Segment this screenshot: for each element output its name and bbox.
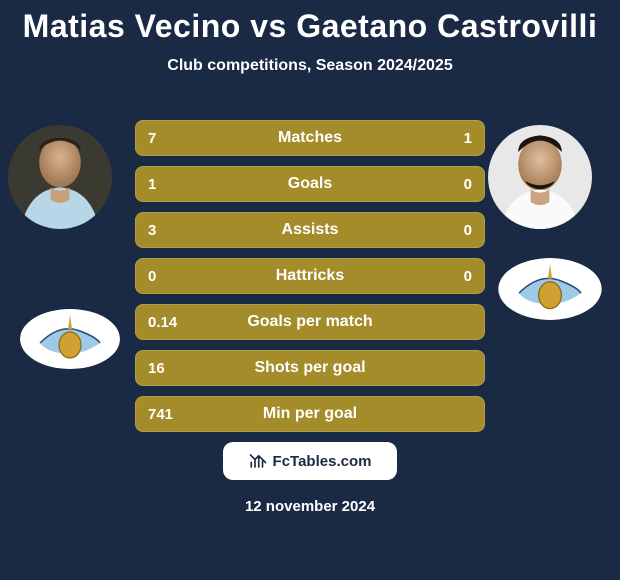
stat-right-value: 0 (464, 222, 472, 239)
stat-label: Shots per goal (136, 359, 484, 377)
page-title: Matias Vecino vs Gaetano Castrovilli (0, 0, 620, 45)
team-right-crest (498, 258, 602, 320)
stat-label: Assists (136, 221, 484, 239)
stat-label: Goals (136, 175, 484, 193)
chart-icon (249, 452, 267, 470)
stat-row: 741Min per goal (135, 396, 485, 432)
comparison-card: Matias Vecino vs Gaetano Castrovilli Clu… (0, 0, 620, 580)
date-text: 12 november 2024 (0, 498, 620, 515)
stat-label: Goals per match (136, 313, 484, 331)
stat-row: 16Shots per goal (135, 350, 485, 386)
stat-row: 7Matches1 (135, 120, 485, 156)
subtitle: Club competitions, Season 2024/2025 (0, 57, 620, 75)
stat-row: 0.14Goals per match (135, 304, 485, 340)
team-left-crest (20, 308, 120, 370)
stat-right-value: 0 (464, 268, 472, 285)
stat-right-value: 0 (464, 176, 472, 193)
stat-row: 3Assists0 (135, 212, 485, 248)
stat-label: Min per goal (136, 405, 484, 423)
player-right-avatar-icon (488, 125, 592, 229)
stat-right-value: 1 (464, 130, 472, 147)
stats-list: 7Matches11Goals03Assists00Hattricks00.14… (135, 120, 485, 442)
stat-row: 0Hattricks0 (135, 258, 485, 294)
brand-pill[interactable]: FcTables.com (223, 442, 397, 480)
player-left-avatar (8, 125, 112, 229)
brand-text: FcTables.com (273, 453, 372, 470)
player-left-avatar-icon (8, 125, 112, 229)
team-right-crest-icon (498, 258, 602, 320)
team-left-crest-icon (20, 308, 120, 370)
player-right-avatar (488, 125, 592, 229)
stat-label: Matches (136, 129, 484, 147)
stat-row: 1Goals0 (135, 166, 485, 202)
stat-label: Hattricks (136, 267, 484, 285)
